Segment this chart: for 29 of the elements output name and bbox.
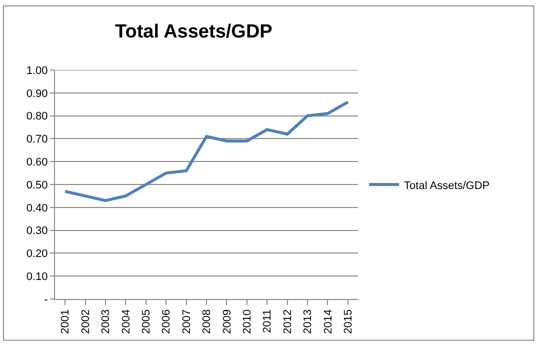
y-tick-label: - — [44, 294, 48, 306]
chart-title: Total Assets/GDP — [115, 22, 273, 43]
x-tick-label: 2015 — [342, 309, 354, 334]
x-tick-label: 2004 — [120, 309, 132, 334]
x-tick-label: 2006 — [160, 309, 173, 334]
x-tick-label: 2001 — [60, 309, 72, 334]
x-tick-label: 2008 — [201, 309, 214, 334]
x-tick-label: 2007 — [180, 309, 193, 334]
x-tick-label: 2010 — [241, 309, 254, 334]
x-tick-label: 2012 — [282, 309, 294, 334]
x-tick-label: 2014 — [322, 309, 334, 334]
y-tick-label: 0.20 — [26, 248, 48, 260]
y-tick-label: 0.30 — [26, 225, 48, 238]
x-tick-label: 2013 — [302, 309, 314, 334]
x-tick-label: 2005 — [140, 309, 152, 334]
legend-label: Total Assets/GDP — [404, 180, 490, 192]
x-tick-label: 2002 — [80, 309, 92, 334]
y-tick-label: 0.90 — [26, 88, 48, 100]
y-tick-label: 1.00 — [26, 64, 48, 77]
line-series — [64, 100, 350, 202]
y-tick-label: 0.80 — [26, 110, 48, 123]
x-tick-label: 2003 — [100, 309, 112, 334]
x-tick-label: 2009 — [221, 309, 234, 334]
y-tick-label: 0.70 — [26, 134, 48, 146]
y-tick-label: 0.50 — [26, 179, 48, 192]
x-tick-label: 2011 — [262, 309, 274, 334]
y-tick-label: 0.40 — [26, 202, 48, 214]
y-tick-label: 0.10 — [26, 270, 48, 283]
y-tick-label: 0.60 — [26, 156, 48, 168]
